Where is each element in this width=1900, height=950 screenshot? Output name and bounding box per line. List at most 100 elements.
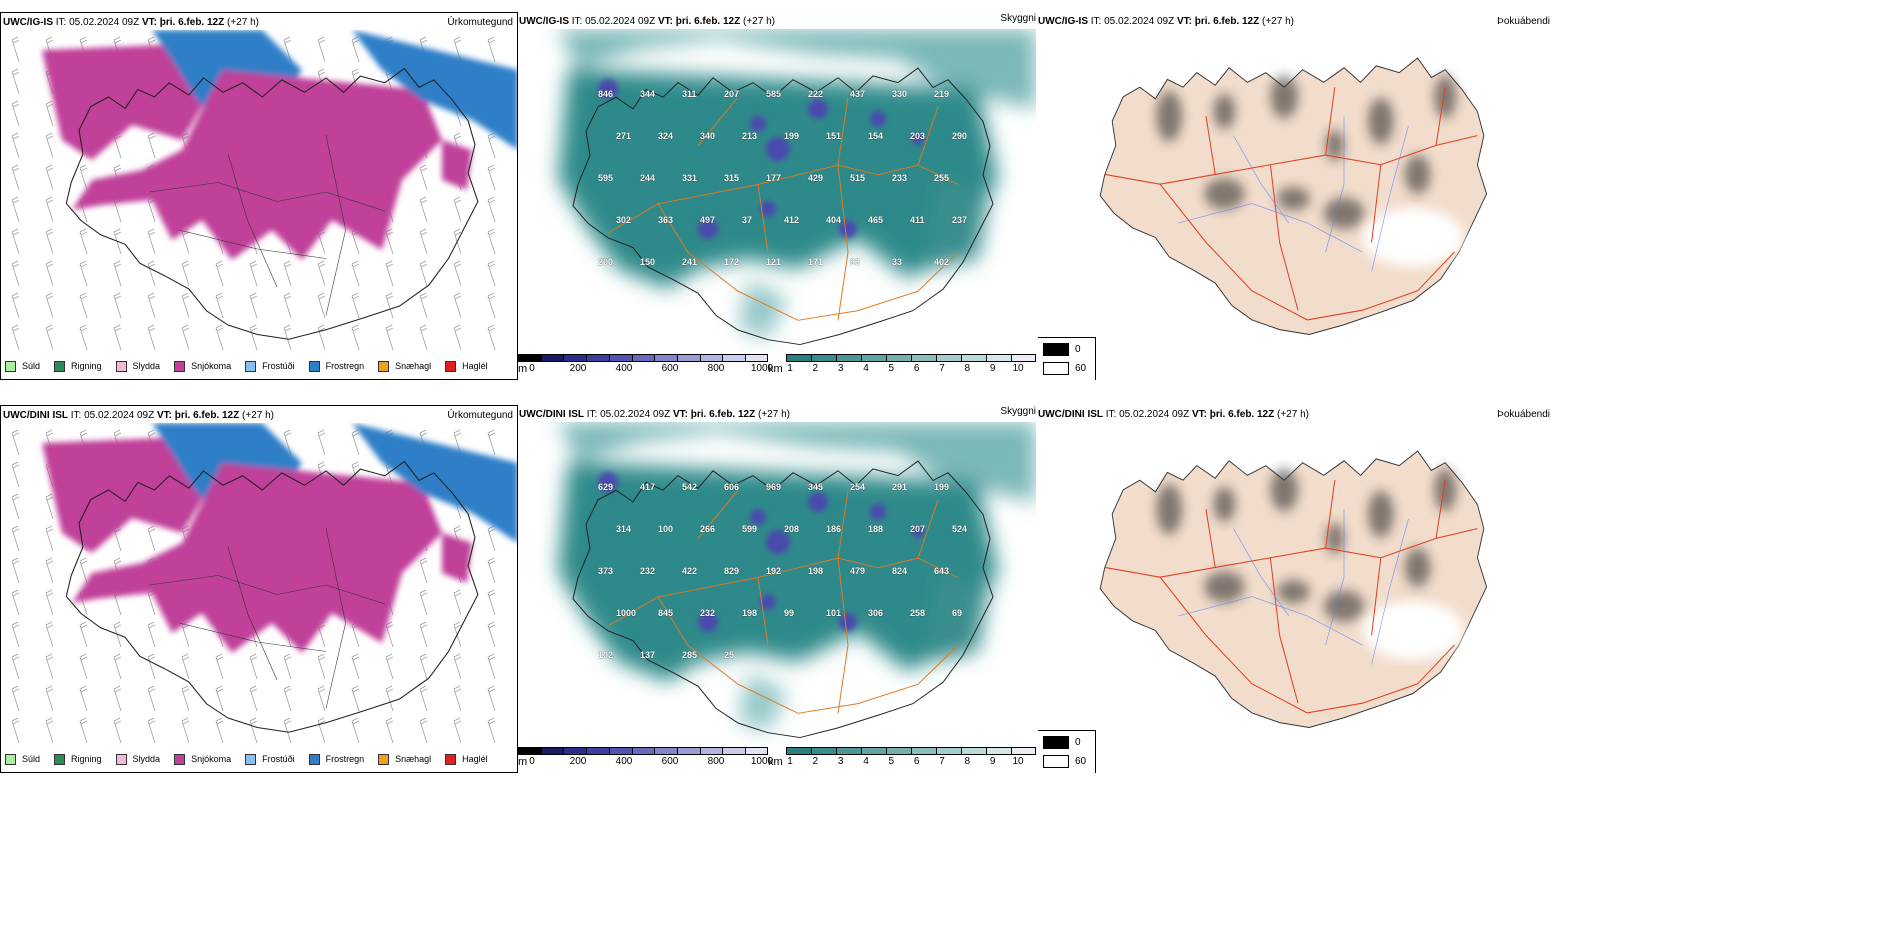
height-label: 345 bbox=[808, 482, 824, 492]
height-label: 340 bbox=[700, 131, 716, 141]
height-label: 25 bbox=[724, 650, 735, 660]
colorbar-segment bbox=[911, 747, 936, 755]
height-label: 203 bbox=[910, 131, 926, 141]
panel-type-label: Úrkomutegund bbox=[447, 17, 513, 28]
height-label: 192 bbox=[766, 566, 782, 576]
height-label: 515 bbox=[850, 173, 866, 183]
tick-label: 600 bbox=[661, 363, 679, 374]
colorbar-segment bbox=[986, 354, 1011, 362]
height-label: 824 bbox=[892, 566, 908, 576]
legend-swatch bbox=[174, 753, 186, 765]
height-label: 102 bbox=[598, 650, 614, 660]
valid-time: þri. 6.feb. 12Z bbox=[1194, 16, 1260, 27]
height-label: 188 bbox=[868, 524, 884, 534]
height-label: 412 bbox=[784, 215, 800, 225]
legend-item: Súld bbox=[5, 360, 41, 372]
visibility-map[interactable]: 846 344 311 207 585 222 437 330 219 271 324 340 213 1… bbox=[518, 29, 1036, 352]
tick-label: 1000 bbox=[750, 756, 774, 767]
tick-label: 1000 bbox=[750, 363, 774, 374]
panel-title: UWC/IG-IS IT: 05.02.2024 09Z VT: þri. 6.… bbox=[519, 15, 775, 28]
height-label: 121 bbox=[766, 257, 782, 267]
tick-label: 10 bbox=[1012, 756, 1024, 767]
cloud-map[interactable] bbox=[1068, 422, 1528, 742]
tick-label: 5 bbox=[888, 363, 895, 374]
legend-label: Rigning bbox=[71, 361, 102, 371]
tick-label: 9 bbox=[989, 363, 996, 374]
height-label: 254 bbox=[850, 482, 866, 492]
legend-label: Rigning bbox=[71, 754, 102, 764]
init-time: IT: 05.02.2024 09Z bbox=[586, 409, 671, 420]
colorbar-segment bbox=[961, 354, 986, 362]
init-time: IT: 05.02.2024 09Z bbox=[55, 17, 140, 28]
legend-item: Súld bbox=[5, 753, 40, 765]
legend-item: Slydda bbox=[115, 753, 160, 765]
colorbar-segment bbox=[677, 747, 700, 755]
height-label: 411 bbox=[910, 215, 925, 225]
height-label: 311 bbox=[682, 89, 697, 99]
height-label: 344 bbox=[640, 89, 656, 99]
height-label: 172 bbox=[724, 257, 740, 267]
precip-legend: Súld Rigning Slydda Snjókoma Frostúði Frostre… bbox=[5, 750, 502, 768]
legend-item: Snæhagl bbox=[378, 753, 431, 765]
valid-time: þri. 6.feb. 12Z bbox=[174, 410, 240, 421]
legend-swatch bbox=[308, 360, 320, 372]
visibility-map[interactable]: 629 417 542 606 969 345 254 291 199 314 100 266 599 2… bbox=[518, 422, 1036, 745]
legend-label: Súld bbox=[22, 361, 41, 371]
cloud-map[interactable] bbox=[1068, 29, 1528, 349]
colorbar-segment bbox=[608, 354, 632, 362]
tick-label: 200 bbox=[569, 363, 587, 374]
precip-type-panel: UWC/DINI ISL IT: 05.02.2024 09Z VT: þri.… bbox=[0, 405, 518, 773]
height-label: 255 bbox=[934, 173, 950, 183]
tick-label: 9 bbox=[989, 756, 996, 767]
tick-label: 200 bbox=[569, 756, 587, 767]
height-label: 258 bbox=[910, 608, 926, 618]
height-label: 232 bbox=[640, 566, 656, 576]
lead-time: (+27 h) bbox=[227, 17, 259, 28]
height-unit: m bbox=[518, 756, 528, 768]
colorbar-segment bbox=[699, 354, 723, 362]
cloud-legend-label: 0 bbox=[1075, 737, 1081, 748]
precip-map[interactable] bbox=[2, 423, 517, 748]
panel-title: UWC/DINI ISL IT: 05.02.2024 09Z VT: þri.… bbox=[1038, 408, 1309, 421]
legend-item: Snjókoma bbox=[174, 753, 231, 765]
tick-label: 1 bbox=[787, 756, 793, 767]
colorbar-segment bbox=[936, 354, 961, 362]
precip-map-svg bbox=[11, 423, 517, 744]
visibility-tick-labels: 1 2 3 4 5 6 7 8 9 10 bbox=[787, 363, 1030, 377]
height-label: 643 bbox=[934, 566, 950, 576]
init-time: IT: 05.02.2024 09Z bbox=[1090, 16, 1175, 27]
height-label: 306 bbox=[868, 608, 884, 618]
cloud-legend-swatch bbox=[1043, 343, 1069, 356]
height-label: 137 bbox=[640, 650, 656, 660]
height-label: 315 bbox=[724, 173, 740, 183]
colorbar-segment bbox=[786, 747, 811, 755]
tick-label: 1 bbox=[787, 363, 793, 374]
lead-time: (+27 h) bbox=[1262, 16, 1294, 27]
valid-time: þri. 6.feb. 12Z bbox=[675, 16, 741, 27]
precip-map[interactable] bbox=[2, 30, 517, 355]
height-unit: m bbox=[518, 363, 528, 375]
height-label: 99 bbox=[784, 608, 795, 618]
valid-time-label: VT: bbox=[141, 17, 157, 28]
height-label: 198 bbox=[742, 608, 758, 618]
cloud-legend-swatch bbox=[1043, 362, 1069, 375]
valid-time-label: VT: bbox=[1191, 409, 1207, 420]
valid-time-label: VT: bbox=[1176, 16, 1192, 27]
visibility-map-svg bbox=[558, 422, 1036, 739]
height-label: 429 bbox=[808, 173, 824, 183]
init-time: IT: 05.02.2024 09Z bbox=[70, 410, 155, 421]
legend-item: Rigning bbox=[54, 753, 102, 765]
tick-label: 8 bbox=[964, 363, 971, 374]
legend-label: Frostregn bbox=[325, 361, 365, 371]
colorbar-segment bbox=[1011, 354, 1036, 362]
height-label: 199 bbox=[784, 131, 800, 141]
height-label: 100 bbox=[658, 524, 674, 534]
height-label: 244 bbox=[640, 173, 656, 183]
cloud-panel: UWC/IG-IS IT: 05.02.2024 09Z VT: þri. 6.… bbox=[1038, 12, 1558, 380]
colorbar-segment bbox=[699, 747, 723, 755]
height-label: 314 bbox=[616, 524, 632, 534]
height-label: 363 bbox=[658, 215, 674, 225]
tick-label: 6 bbox=[913, 756, 920, 767]
height-label: 302 bbox=[616, 215, 632, 225]
precip-type-panel: UWC/IG-IS IT: 05.02.2024 09Z VT: þri. 6.… bbox=[0, 12, 518, 380]
